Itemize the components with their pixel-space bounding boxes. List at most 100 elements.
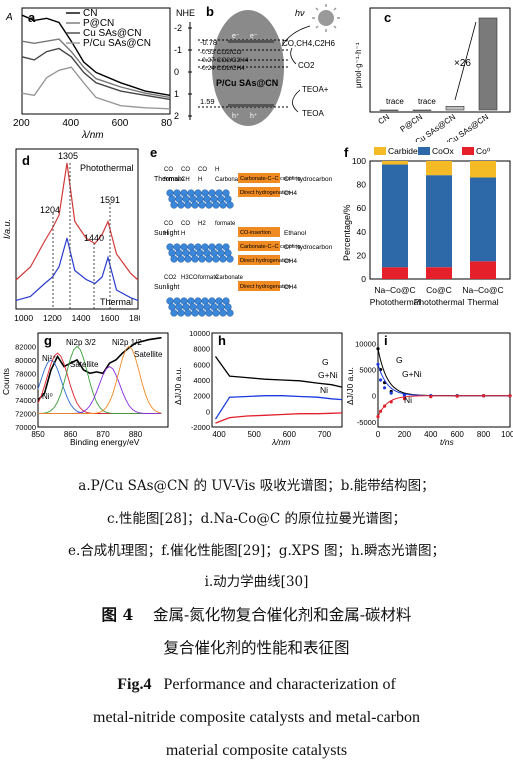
h-series-ni: Ni xyxy=(320,385,328,395)
e-particle xyxy=(166,189,174,197)
e-particle xyxy=(210,249,218,257)
e-species: Carbonate xyxy=(215,275,244,281)
e-particle xyxy=(226,201,234,209)
c-xlabel: CN xyxy=(377,112,392,126)
b-tick-label: 1 xyxy=(174,89,179,99)
f-legend-swatch xyxy=(374,147,386,155)
f-ytick: 80 xyxy=(357,180,367,190)
f-xlabel: Na–Co@C xyxy=(462,285,503,295)
f-ytick: 40 xyxy=(357,227,367,237)
e-particle xyxy=(217,249,225,257)
i-xtick: 0 xyxy=(376,430,381,439)
e-particle xyxy=(226,309,234,317)
panel-b: NHE b -2 -1 0 1 2 -0.78 -0.53 CO2/CO -0.27 C… xyxy=(170,0,350,142)
e-particle xyxy=(170,201,178,209)
e-particle xyxy=(173,243,181,251)
i-xtick: 400 xyxy=(424,430,438,439)
panel-i: i ΔJ/J0 a.u. 10000 5000 0 -5000 G G+Ni Ni 0… xyxy=(344,327,513,447)
e-particle xyxy=(210,303,218,311)
d-series-thermal: Thermal xyxy=(100,297,133,307)
f-ytick: 20 xyxy=(357,250,367,260)
transient-spectrum-chart: h ΔJ/J0 a.u. 10000 8000 6000 4000 2000 0 -2000… xyxy=(173,329,343,447)
sun-rays-icon xyxy=(312,4,340,32)
f-legend-label: CoOx xyxy=(432,146,454,156)
i-xtick: 1000 xyxy=(501,430,513,439)
cn-figure-label: 图 4 xyxy=(101,605,134,624)
e-particle xyxy=(212,309,220,317)
peak-1440: 1440 xyxy=(84,233,104,243)
e-particle xyxy=(182,303,190,311)
e-particle xyxy=(212,201,220,209)
e-particle xyxy=(187,297,195,305)
f-xlabel: Na–Co@C xyxy=(374,285,415,295)
e-step-arrow xyxy=(238,281,280,291)
e-species: H xyxy=(181,231,185,237)
e-particle xyxy=(182,195,190,203)
f-bar-segment xyxy=(426,267,452,279)
e-particle xyxy=(203,303,211,311)
g-ann-2p32: Ni2p 3/2 xyxy=(66,338,96,347)
e-step-label: Direct hydrogenation xyxy=(240,284,291,290)
d-series-0 xyxy=(15,162,139,281)
h-xtick: 500 xyxy=(247,430,261,439)
c-bar xyxy=(445,106,465,111)
f-xlabel: Photothermal xyxy=(414,297,465,307)
peak-1204: 1204 xyxy=(40,205,60,215)
teoa-label: TEOA xyxy=(302,109,324,118)
e-particle xyxy=(180,189,188,197)
i-point xyxy=(389,391,393,395)
f-ytick: 100 xyxy=(352,156,366,166)
caption-line-2: c.性能图[28]；d.Na-Co@C 的原位拉曼光谱图； xyxy=(107,511,406,527)
en-figure-label: Fig.4 xyxy=(117,676,152,693)
i-point xyxy=(455,394,459,398)
panel-h: h ΔJ/J0 a.u. 10000 8000 6000 4000 2000 0 -2000… xyxy=(172,327,344,447)
e-species: CO xyxy=(164,221,173,227)
i-xtick: 200 xyxy=(398,430,412,439)
b-tick-label: 2 xyxy=(174,111,179,121)
e-particle xyxy=(189,303,197,311)
a-legend-label: CN xyxy=(83,8,97,19)
e-particle xyxy=(203,249,211,257)
g-fit-peak xyxy=(38,345,162,415)
g-ann-sat2: Satellite xyxy=(134,350,163,359)
e-particle xyxy=(198,201,206,209)
caption-line-4: i.动力学曲线[30] xyxy=(204,574,309,590)
e-particle xyxy=(187,189,195,197)
i-ytick: 10000 xyxy=(355,339,376,348)
e-step-label: Direct hydrogenation xyxy=(240,190,291,196)
d-xtick: 1200 xyxy=(43,313,62,323)
panel-f: f Percentage/% Carbide CoOx Co⁰ 0 20 40 60 80 1… xyxy=(340,143,513,327)
c-label: c xyxy=(384,10,391,25)
e-particle xyxy=(168,195,176,203)
c-ylabel: μmol·g⁻¹·h⁻¹ xyxy=(354,42,363,88)
e-product: C²⁺ hydrocarbon xyxy=(284,244,333,251)
e-particle xyxy=(208,297,216,305)
i-fit-2 xyxy=(377,395,510,417)
g-ytick: 82000 xyxy=(15,342,36,351)
a-xtick: 600 xyxy=(112,118,129,129)
a-legend-label: P@CN xyxy=(83,18,114,29)
e-particle xyxy=(222,243,230,251)
d-series-1 xyxy=(15,237,139,301)
electron-label: e⁻ xyxy=(232,33,240,40)
e-particle xyxy=(170,255,178,263)
level-078: -0.78 xyxy=(200,38,217,47)
i-ylabel: ΔJ/J0 a.u. xyxy=(345,367,355,405)
a-label: a xyxy=(28,10,36,25)
i-series-g: G xyxy=(396,355,403,365)
a-xtick: 200 xyxy=(13,118,30,129)
e-particle xyxy=(208,243,216,251)
e-species: H2 xyxy=(198,221,206,227)
c-bar xyxy=(379,109,399,111)
e-particle xyxy=(212,255,220,263)
i-point xyxy=(383,386,387,390)
e-product: C²⁺ hydrocarbon xyxy=(284,176,333,183)
g-xtick: 850 xyxy=(31,430,45,439)
panel-d: d I/a.u. 1305 1204 1440 1591 Phototherma… xyxy=(0,143,148,327)
h-ytick: -2000 xyxy=(191,423,210,432)
h-series-0 xyxy=(214,356,343,388)
h-series-g: G xyxy=(322,357,329,367)
f-ylabel: Percentage/% xyxy=(342,204,352,261)
i-xtick: 600 xyxy=(451,430,465,439)
